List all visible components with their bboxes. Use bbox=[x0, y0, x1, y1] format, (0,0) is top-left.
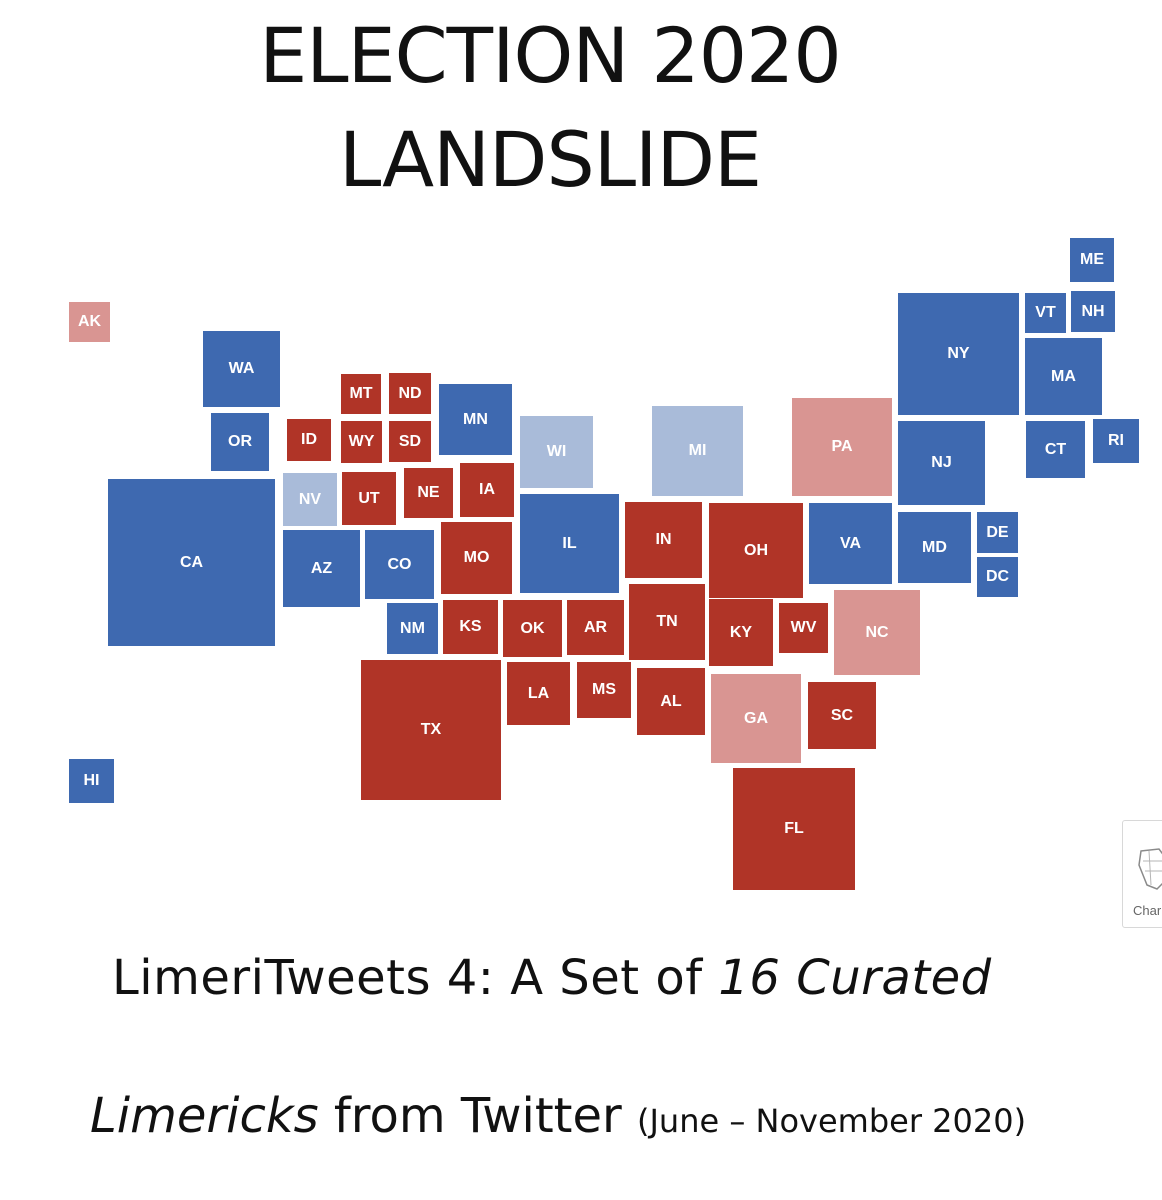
state-nj[interactable]: NJ bbox=[898, 421, 985, 505]
state-la[interactable]: LA bbox=[507, 662, 570, 725]
state-ak[interactable]: AK bbox=[69, 302, 110, 342]
subtitle-date-range: (June – November 2020) bbox=[637, 1102, 1027, 1140]
state-ca[interactable]: CA bbox=[108, 479, 275, 646]
state-nd[interactable]: ND bbox=[389, 373, 431, 414]
state-tx[interactable]: TX bbox=[361, 660, 501, 800]
state-ct[interactable]: CT bbox=[1026, 421, 1085, 478]
state-wa[interactable]: WA bbox=[203, 331, 280, 407]
state-wy[interactable]: WY bbox=[341, 421, 382, 463]
state-ms[interactable]: MS bbox=[577, 662, 631, 718]
state-az[interactable]: AZ bbox=[283, 530, 360, 607]
state-nc[interactable]: NC bbox=[834, 590, 920, 675]
widget-label: Char bbox=[1133, 903, 1162, 918]
state-dc[interactable]: DC bbox=[977, 557, 1018, 597]
state-il[interactable]: IL bbox=[520, 494, 619, 593]
state-vt[interactable]: VT bbox=[1025, 293, 1066, 333]
state-mt[interactable]: MT bbox=[341, 374, 381, 414]
state-va[interactable]: VA bbox=[809, 503, 892, 584]
state-or[interactable]: OR bbox=[211, 413, 269, 471]
state-mi[interactable]: MI bbox=[652, 406, 743, 496]
us-map-icon bbox=[1135, 845, 1162, 899]
state-ky[interactable]: KY bbox=[709, 599, 773, 666]
subtitle-line2: Limericks from Twitter (June – November … bbox=[90, 1088, 1026, 1144]
state-ny[interactable]: NY bbox=[898, 293, 1019, 415]
chart-widget[interactable]: Char bbox=[1122, 820, 1162, 928]
state-ri[interactable]: RI bbox=[1093, 419, 1139, 463]
state-ks[interactable]: KS bbox=[443, 600, 498, 654]
state-nv[interactable]: NV bbox=[283, 473, 337, 526]
state-in[interactable]: IN bbox=[625, 502, 702, 578]
state-ok[interactable]: OK bbox=[503, 600, 562, 657]
state-ut[interactable]: UT bbox=[342, 472, 396, 525]
state-mn[interactable]: MN bbox=[439, 384, 512, 455]
state-de[interactable]: DE bbox=[977, 512, 1018, 553]
state-id[interactable]: ID bbox=[287, 419, 331, 461]
state-ar[interactable]: AR bbox=[567, 600, 624, 655]
state-tn[interactable]: TN bbox=[629, 584, 705, 660]
state-oh[interactable]: OH bbox=[709, 503, 803, 598]
state-co[interactable]: CO bbox=[365, 530, 434, 599]
state-sd[interactable]: SD bbox=[389, 421, 431, 462]
subtitle-line1-prefix: LimeriTweets 4: A Set of bbox=[112, 950, 719, 1006]
state-md[interactable]: MD bbox=[898, 512, 971, 583]
state-wv[interactable]: WV bbox=[779, 603, 828, 653]
page-title: ELECTION 2020 bbox=[259, 11, 842, 100]
state-wi[interactable]: WI bbox=[520, 416, 593, 488]
state-al[interactable]: AL bbox=[637, 668, 705, 735]
state-nm[interactable]: NM bbox=[387, 603, 438, 654]
state-pa[interactable]: PA bbox=[792, 398, 892, 496]
state-ne[interactable]: NE bbox=[404, 468, 453, 518]
state-sc[interactable]: SC bbox=[808, 682, 876, 749]
state-hi[interactable]: HI bbox=[69, 759, 114, 803]
state-fl[interactable]: FL bbox=[733, 768, 855, 890]
state-mo[interactable]: MO bbox=[441, 522, 512, 594]
subtitle-line1-italic: 16 Curated bbox=[718, 950, 992, 1006]
subtitle-line1: LimeriTweets 4: A Set of 16 Curated bbox=[112, 950, 992, 1006]
subtitle-line2-text: from Twitter bbox=[318, 1088, 637, 1144]
page-title-line2: LANDSLIDE bbox=[339, 115, 762, 204]
state-ma[interactable]: MA bbox=[1025, 338, 1102, 415]
state-ia[interactable]: IA bbox=[460, 463, 514, 517]
state-nh[interactable]: NH bbox=[1071, 291, 1115, 332]
state-me[interactable]: ME bbox=[1070, 238, 1114, 282]
subtitle-line2-italic: Limericks bbox=[90, 1088, 319, 1144]
state-ga[interactable]: GA bbox=[711, 674, 801, 763]
